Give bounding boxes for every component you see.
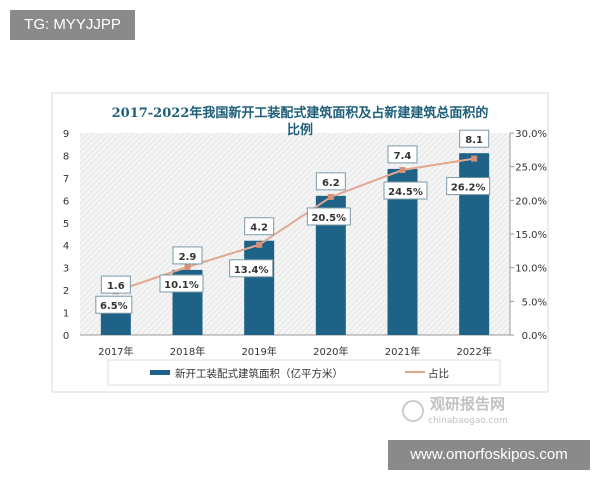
y-tick-label: 0 [63, 331, 69, 342]
x-tick-label: 2017年 [98, 345, 133, 358]
bar-data-label: 7.4 [394, 151, 412, 162]
bar-data-label-box [459, 129, 490, 148]
bar-data-label-box [387, 145, 418, 164]
line-data-label-box [383, 181, 428, 200]
line-data-label-box [306, 207, 351, 226]
bar-data-label-box [100, 275, 131, 294]
y-tick-label: 3 [63, 264, 69, 275]
y2-tick-label: 0.0% [522, 331, 547, 342]
line-point [256, 241, 263, 248]
y2-tick-label: 30.0% [515, 129, 547, 140]
line-data-label-box [446, 177, 491, 196]
logo-watermark: 观研报告网 chinabaogao.com [402, 395, 508, 426]
x-tick-label: 2021年 [385, 345, 420, 358]
y-tick-label: 5 [63, 219, 69, 230]
y-tick-label: 2 [63, 286, 69, 297]
line-data-label: 26.2% [451, 183, 486, 194]
line-data-label-box [95, 295, 133, 314]
line-data-label-box [159, 274, 204, 293]
x-tick-label: 2020年 [313, 345, 348, 358]
svg-text:chinabaogao.com: chinabaogao.com [428, 416, 508, 426]
svg-text:观研报告网: 观研报告网 [430, 395, 505, 413]
y-tick-label: 6 [63, 196, 69, 207]
x-tick-label: 2022年 [456, 345, 491, 358]
line-data-label-box [229, 259, 274, 278]
bar-data-label: 8.1 [465, 135, 483, 146]
chart-title-line2: 比例 [287, 122, 313, 138]
line-data-label: 24.5% [388, 187, 423, 198]
line-series [115, 157, 475, 293]
chart-title-line1: 2017-2022年我国新开工装配式建筑面积及占新建建筑总面积的 [112, 105, 489, 121]
bar [244, 240, 275, 335]
line-point [327, 193, 334, 200]
y-tick-label: 7 [63, 174, 69, 185]
line-point [399, 167, 406, 174]
y-tick-label: 9 [63, 129, 69, 140]
y2-tick-label: 10.0% [515, 264, 547, 275]
y2-tick-label: 5.0% [522, 297, 547, 308]
bar-data-label: 2.9 [179, 252, 197, 263]
tg-watermark: TG: MYYJJPP [10, 10, 135, 40]
line-point [471, 155, 478, 162]
y-tick-label: 1 [63, 309, 69, 320]
line-data-label: 6.5% [100, 301, 128, 312]
legend-bar-label: 新开工装配式建筑面积（亿平方米） [175, 367, 343, 380]
bar-data-label-box [315, 172, 346, 191]
plot-area [80, 133, 510, 335]
legend [107, 359, 501, 386]
legend-line-label: 占比 [428, 367, 449, 380]
x-tick-label: 2018年 [170, 345, 205, 358]
y2-tick-label: 15.0% [515, 230, 547, 241]
y-tick-label: 4 [63, 241, 69, 252]
line-data-label: 13.4% [234, 265, 269, 276]
y-tick-label: 8 [63, 151, 69, 162]
bar-data-label: 4.2 [250, 223, 268, 234]
bar-data-label: 6.2 [322, 178, 340, 189]
line-data-label: 10.1% [164, 280, 199, 291]
bar-data-label-box [172, 246, 203, 265]
x-tick-label: 2019年 [241, 345, 276, 358]
y2-tick-label: 20.0% [515, 196, 547, 207]
line-point [184, 263, 191, 270]
y2-tick-label: 25.0% [515, 163, 547, 174]
bar-data-label: 1.6 [107, 281, 125, 292]
legend-bar-swatch [150, 370, 170, 375]
line-data-label: 20.5% [311, 213, 346, 224]
site-watermark: www.omorfoskipos.com [388, 440, 590, 470]
bar-data-label-box [244, 217, 275, 236]
